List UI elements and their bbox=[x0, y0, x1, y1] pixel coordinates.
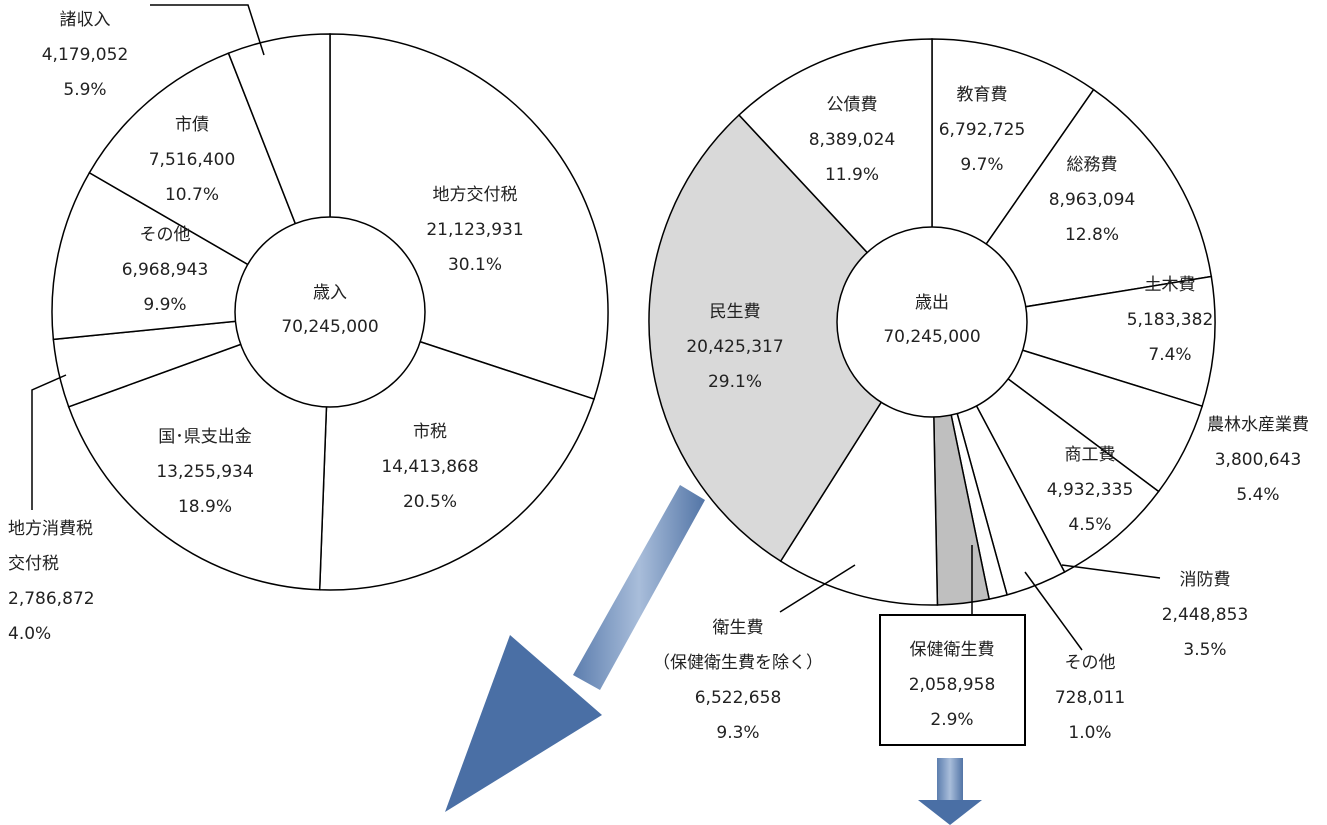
percent-label: 30.1% bbox=[447, 255, 502, 275]
value-label: 6,968,943 bbox=[121, 260, 209, 280]
value-label: 6,522,658 bbox=[694, 688, 782, 708]
arrow-shaft bbox=[573, 485, 705, 690]
slice-label: その他 728,011 1.0% bbox=[1055, 646, 1125, 751]
label-box bbox=[879, 614, 1026, 746]
percent-label: 18.9% bbox=[177, 497, 232, 517]
leader-line bbox=[779, 564, 856, 613]
value-label: 2,058,958 bbox=[908, 675, 996, 695]
slice-label: 市税 14,413,868 20.5% bbox=[381, 415, 478, 520]
center-title: 歳出 bbox=[915, 293, 949, 313]
slice-label: 消防費 2,448,853 3.5% bbox=[1162, 563, 1249, 668]
slice-label: 土木費 5,183,382 7.4% bbox=[1127, 268, 1214, 373]
slice-label: 地方消費税交付税 2,786,872 4.0% bbox=[8, 512, 95, 652]
slice-label: 農林水産業費 3,800,643 5.4% bbox=[1207, 408, 1309, 513]
percent-label: 20.5% bbox=[402, 492, 457, 512]
value-label: 20,425,317 bbox=[686, 337, 784, 357]
percent-label: 29.1% bbox=[707, 372, 762, 392]
percent-label: 11.9% bbox=[824, 165, 879, 185]
percent-label: 4.0% bbox=[8, 624, 52, 644]
arrow-head bbox=[445, 635, 602, 812]
category-label: 保健衛生費 bbox=[909, 640, 995, 660]
value-label: 4,179,052 bbox=[41, 45, 129, 65]
percent-label: 9.3% bbox=[716, 723, 760, 743]
big-arrow bbox=[445, 485, 705, 812]
value-label: 2,448,853 bbox=[1161, 605, 1249, 625]
category-label: 農林水産業費 bbox=[1207, 415, 1309, 435]
slice-label: 地方交付税 21,123,931 30.1% bbox=[426, 178, 523, 283]
center-total: 70,245,000 bbox=[883, 327, 981, 347]
percent-label: 7.4% bbox=[1148, 345, 1192, 365]
category-label: その他 bbox=[1064, 653, 1116, 673]
category-label: 教育費 bbox=[956, 85, 1008, 105]
slice-label: 市債 7,516,400 10.7% bbox=[149, 108, 236, 213]
slice-label: 総務費 8,963,094 12.8% bbox=[1049, 148, 1136, 253]
percent-label: 5.9% bbox=[63, 80, 107, 100]
center-label: 歳出 70,245,000 bbox=[883, 286, 980, 354]
small-arrow bbox=[918, 758, 982, 825]
value-label: 3,800,643 bbox=[1214, 450, 1302, 470]
category-label: 市税 bbox=[413, 422, 447, 442]
slice-label: 商工費 4,932,335 4.5% bbox=[1047, 438, 1134, 543]
percent-label: 12.8% bbox=[1064, 225, 1119, 245]
center-hole bbox=[836, 226, 1028, 418]
value-label: 8,963,094 bbox=[1048, 190, 1136, 210]
center-title: 歳入 bbox=[313, 283, 347, 303]
category-label: 民生費 bbox=[709, 302, 761, 322]
category-label: 国･県支出金 bbox=[158, 427, 252, 447]
value-label: 14,413,868 bbox=[381, 457, 479, 477]
pie-slice bbox=[648, 113, 933, 563]
value-label: 8,389,024 bbox=[808, 130, 896, 150]
center-label: 歳入 70,245,000 bbox=[281, 276, 378, 344]
slice-label: 国･県支出金 13,255,934 18.9% bbox=[156, 420, 253, 525]
value-label: 21,123,931 bbox=[426, 220, 524, 240]
category-label: その他 bbox=[139, 225, 191, 245]
category-label: 商工費 bbox=[1064, 445, 1116, 465]
category-label: 公債費 bbox=[826, 95, 878, 115]
category-label: 衛生費 （保健衛生費を除く） bbox=[653, 618, 823, 673]
percent-label: 9.7% bbox=[960, 155, 1004, 175]
leader-line bbox=[1024, 571, 1083, 651]
slice-label: 諸収入 4,179,052 5.9% bbox=[42, 3, 129, 108]
percent-label: 5.4% bbox=[1236, 485, 1280, 505]
leader-line bbox=[1061, 564, 1161, 579]
category-label: 消防費 bbox=[1179, 570, 1231, 590]
slice-label: 教育費 6,792,725 9.7% bbox=[939, 78, 1026, 183]
value-label: 5,183,382 bbox=[1126, 310, 1214, 330]
slice-label: その他 6,968,943 9.9% bbox=[122, 218, 209, 323]
category-label: 土木費 bbox=[1144, 275, 1196, 295]
percent-label: 9.9% bbox=[143, 295, 187, 315]
slice-label: 民生費 20,425,317 29.1% bbox=[686, 295, 783, 400]
pie-slice bbox=[931, 275, 1216, 408]
value-label: 7,516,400 bbox=[148, 150, 236, 170]
category-label: 地方消費税交付税 bbox=[8, 519, 93, 574]
leader-lines bbox=[31, 4, 1161, 746]
category-label: 諸収入 bbox=[59, 10, 111, 30]
arrow-shaft bbox=[937, 758, 963, 800]
value-label: 6,792,725 bbox=[938, 120, 1026, 140]
pies bbox=[51, 33, 1216, 606]
category-label: 地方交付税 bbox=[432, 185, 518, 205]
category-label: 市債 bbox=[175, 115, 209, 135]
leader-line bbox=[150, 4, 265, 56]
value-label: 2,786,872 bbox=[8, 589, 95, 609]
slice-label: 保健衛生費 2,058,958 2.9% bbox=[909, 633, 996, 738]
category-label: 総務費 bbox=[1066, 155, 1118, 175]
center-hole bbox=[234, 216, 426, 408]
slice-label: 衛生費 （保健衛生費を除く） 6,522,658 9.3% bbox=[653, 611, 823, 751]
percent-label: 3.5% bbox=[1183, 640, 1227, 660]
percent-label: 1.0% bbox=[1068, 723, 1112, 743]
percent-label: 10.7% bbox=[164, 185, 219, 205]
leader-line bbox=[31, 374, 67, 510]
arrow-head bbox=[918, 800, 982, 825]
percent-label: 2.9% bbox=[930, 710, 974, 730]
slice-label: 公債費 8,389,024 11.9% bbox=[809, 88, 896, 193]
value-label: 728,011 bbox=[1054, 688, 1126, 708]
value-label: 13,255,934 bbox=[156, 462, 254, 482]
percent-label: 4.5% bbox=[1068, 515, 1112, 535]
value-label: 4,932,335 bbox=[1046, 480, 1134, 500]
center-total: 70,245,000 bbox=[281, 317, 379, 337]
